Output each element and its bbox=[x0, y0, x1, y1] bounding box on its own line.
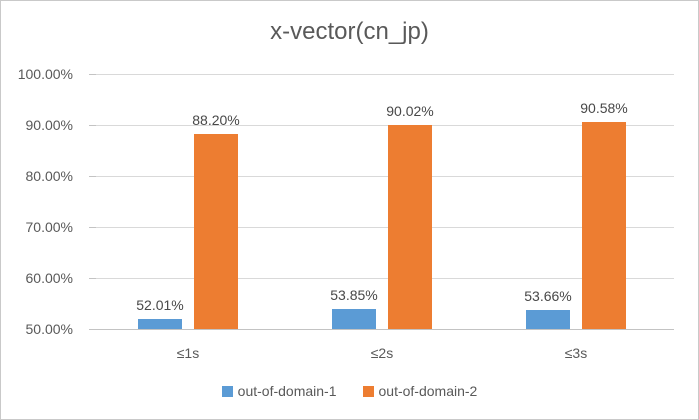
bar-out-of-domain-2-≤3s bbox=[582, 122, 626, 329]
gridline bbox=[96, 74, 674, 75]
gridline bbox=[96, 278, 674, 279]
y-axis-tick bbox=[89, 176, 96, 177]
data-label-out-of-domain-2-≤2s: 90.02% bbox=[386, 103, 434, 119]
y-axis-tick bbox=[89, 227, 96, 228]
y-axis-tick bbox=[89, 74, 96, 75]
x-axis-line bbox=[96, 329, 674, 330]
y-axis-tick bbox=[89, 329, 96, 330]
x-axis-label: ≤2s bbox=[370, 345, 394, 361]
y-axis-label: 80.00% bbox=[25, 168, 73, 184]
data-label-out-of-domain-1-≤3s: 53.66% bbox=[524, 288, 572, 304]
legend-swatch-icon bbox=[362, 385, 374, 397]
x-axis-label: ≤3s bbox=[564, 345, 588, 361]
y-axis-label: 50.00% bbox=[25, 321, 73, 337]
gridline bbox=[96, 227, 674, 228]
x-axis-label: ≤1s bbox=[176, 345, 200, 361]
y-axis-tick bbox=[89, 125, 96, 126]
legend-item-out-of-domain-1: out-of-domain-1 bbox=[221, 383, 337, 399]
legend-swatch-icon bbox=[221, 385, 233, 397]
legend-label: out-of-domain-2 bbox=[378, 383, 478, 399]
plot-area: 100.00% 90.00% 80.00% 70.00% 60.00% 50.00% 52.… bbox=[18, 66, 674, 361]
bar-out-of-domain-1-≤1s bbox=[138, 319, 182, 329]
gridline bbox=[96, 176, 674, 177]
legend: out-of-domain-1 out-of-domain-2 bbox=[1, 383, 698, 399]
chart-title: x-vector(cn_jp) bbox=[270, 18, 429, 45]
y-axis-tick bbox=[89, 278, 96, 279]
bar-out-of-domain-2-≤1s bbox=[194, 134, 238, 329]
y-axis-label: 60.00% bbox=[25, 270, 73, 286]
data-label-out-of-domain-1-≤1s: 52.01% bbox=[136, 297, 184, 313]
y-axis-label: 90.00% bbox=[25, 117, 73, 133]
y-axis-label: 100.00% bbox=[17, 66, 73, 82]
bar-out-of-domain-1-≤2s bbox=[332, 309, 376, 329]
legend-item-out-of-domain-2: out-of-domain-2 bbox=[362, 383, 478, 399]
data-label-out-of-domain-1-≤2s: 53.85% bbox=[330, 287, 378, 303]
bar-out-of-domain-1-≤3s bbox=[526, 310, 570, 329]
bar-out-of-domain-2-≤2s bbox=[388, 125, 432, 329]
y-axis-label: 70.00% bbox=[25, 219, 73, 235]
data-label-out-of-domain-2-≤3s: 90.58% bbox=[580, 100, 628, 116]
data-label-out-of-domain-2-≤1s: 88.20% bbox=[192, 112, 240, 128]
legend-label: out-of-domain-1 bbox=[237, 383, 337, 399]
gridline bbox=[96, 125, 674, 126]
